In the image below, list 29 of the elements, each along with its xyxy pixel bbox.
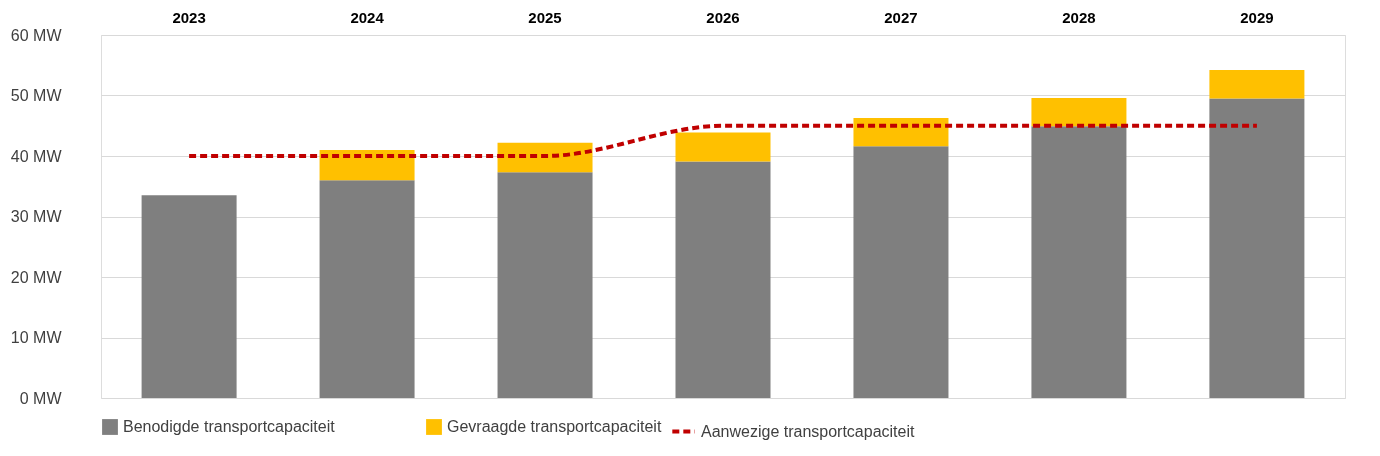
y-tick-label: 0 MW — [19, 389, 63, 407]
legend-label: Benodigde transportcapaciteit — [123, 418, 336, 435]
bar — [497, 172, 593, 398]
y-tick-label: 50 MW — [10, 87, 63, 104]
x-tick-label: 2025 — [528, 8, 562, 26]
y-tick-label: 10 MW — [10, 329, 63, 346]
y-tick-label: 20 MW — [10, 268, 63, 286]
bar — [1209, 70, 1305, 99]
bar — [1209, 98, 1305, 398]
y-tick-label: 40 MW — [10, 147, 63, 165]
x-tick-label: 2023 — [172, 8, 206, 26]
bar — [1031, 126, 1127, 398]
x-tick-label: 2029 — [1240, 8, 1274, 26]
bar — [853, 117, 949, 147]
bar — [675, 132, 771, 162]
bar — [319, 149, 415, 181]
x-tick-label: 2026 — [706, 8, 740, 26]
bar — [141, 195, 237, 398]
x-tick-label: 2028 — [1062, 8, 1096, 26]
bar — [1031, 97, 1127, 127]
y-tick-label: 60 MW — [10, 26, 63, 44]
bar — [853, 146, 949, 398]
x-tick-label: 2024 — [350, 8, 385, 26]
y-tick-label: 30 MW — [10, 208, 63, 225]
x-tick-label: 2027 — [884, 8, 918, 26]
bar — [675, 161, 771, 398]
legend-label: Aanwezige transportcapaciteit — [701, 422, 916, 440]
bar — [319, 180, 415, 398]
legend-label: Gevraagde transportcapaciteit — [447, 418, 662, 435]
